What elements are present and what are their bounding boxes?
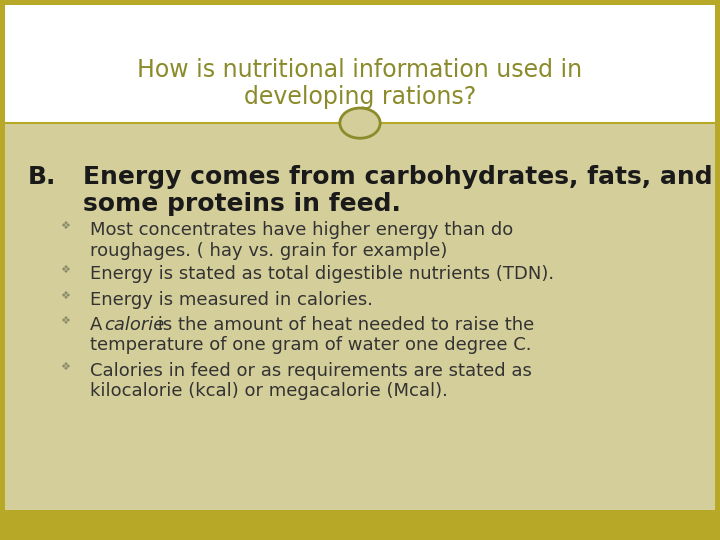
Text: ❖: ❖ — [60, 221, 70, 232]
Text: calorie: calorie — [104, 316, 164, 334]
FancyBboxPatch shape — [5, 510, 715, 535]
FancyBboxPatch shape — [5, 123, 715, 510]
Text: Most concentrates have higher energy than do: Most concentrates have higher energy tha… — [90, 221, 513, 239]
Text: ❖: ❖ — [60, 291, 70, 301]
Text: How is nutritional information used in: How is nutritional information used in — [138, 58, 582, 82]
FancyBboxPatch shape — [5, 5, 715, 123]
Text: Energy comes from carbohydrates, fats, and: Energy comes from carbohydrates, fats, a… — [83, 165, 712, 188]
Text: developing rations?: developing rations? — [244, 85, 476, 109]
Text: ❖: ❖ — [60, 265, 70, 275]
Text: B.: B. — [27, 165, 55, 188]
Text: kilocalorie (kcal) or megacalorie (Mcal).: kilocalorie (kcal) or megacalorie (Mcal)… — [90, 382, 448, 400]
Text: roughages. ( hay vs. grain for example): roughages. ( hay vs. grain for example) — [90, 241, 447, 260]
Text: ❖: ❖ — [60, 316, 70, 326]
Circle shape — [340, 108, 380, 138]
Text: Energy is stated as total digestible nutrients (TDN).: Energy is stated as total digestible nut… — [90, 265, 554, 282]
Text: Energy is measured in calories.: Energy is measured in calories. — [90, 291, 373, 308]
Text: some proteins in feed.: some proteins in feed. — [83, 192, 400, 215]
Text: Calories in feed or as requirements are stated as: Calories in feed or as requirements are … — [90, 362, 532, 380]
Text: A: A — [90, 316, 108, 334]
Text: temperature of one gram of water one degree C.: temperature of one gram of water one deg… — [90, 336, 531, 354]
Text: is the amount of heat needed to raise the: is the amount of heat needed to raise th… — [152, 316, 534, 334]
Text: ❖: ❖ — [60, 362, 70, 372]
